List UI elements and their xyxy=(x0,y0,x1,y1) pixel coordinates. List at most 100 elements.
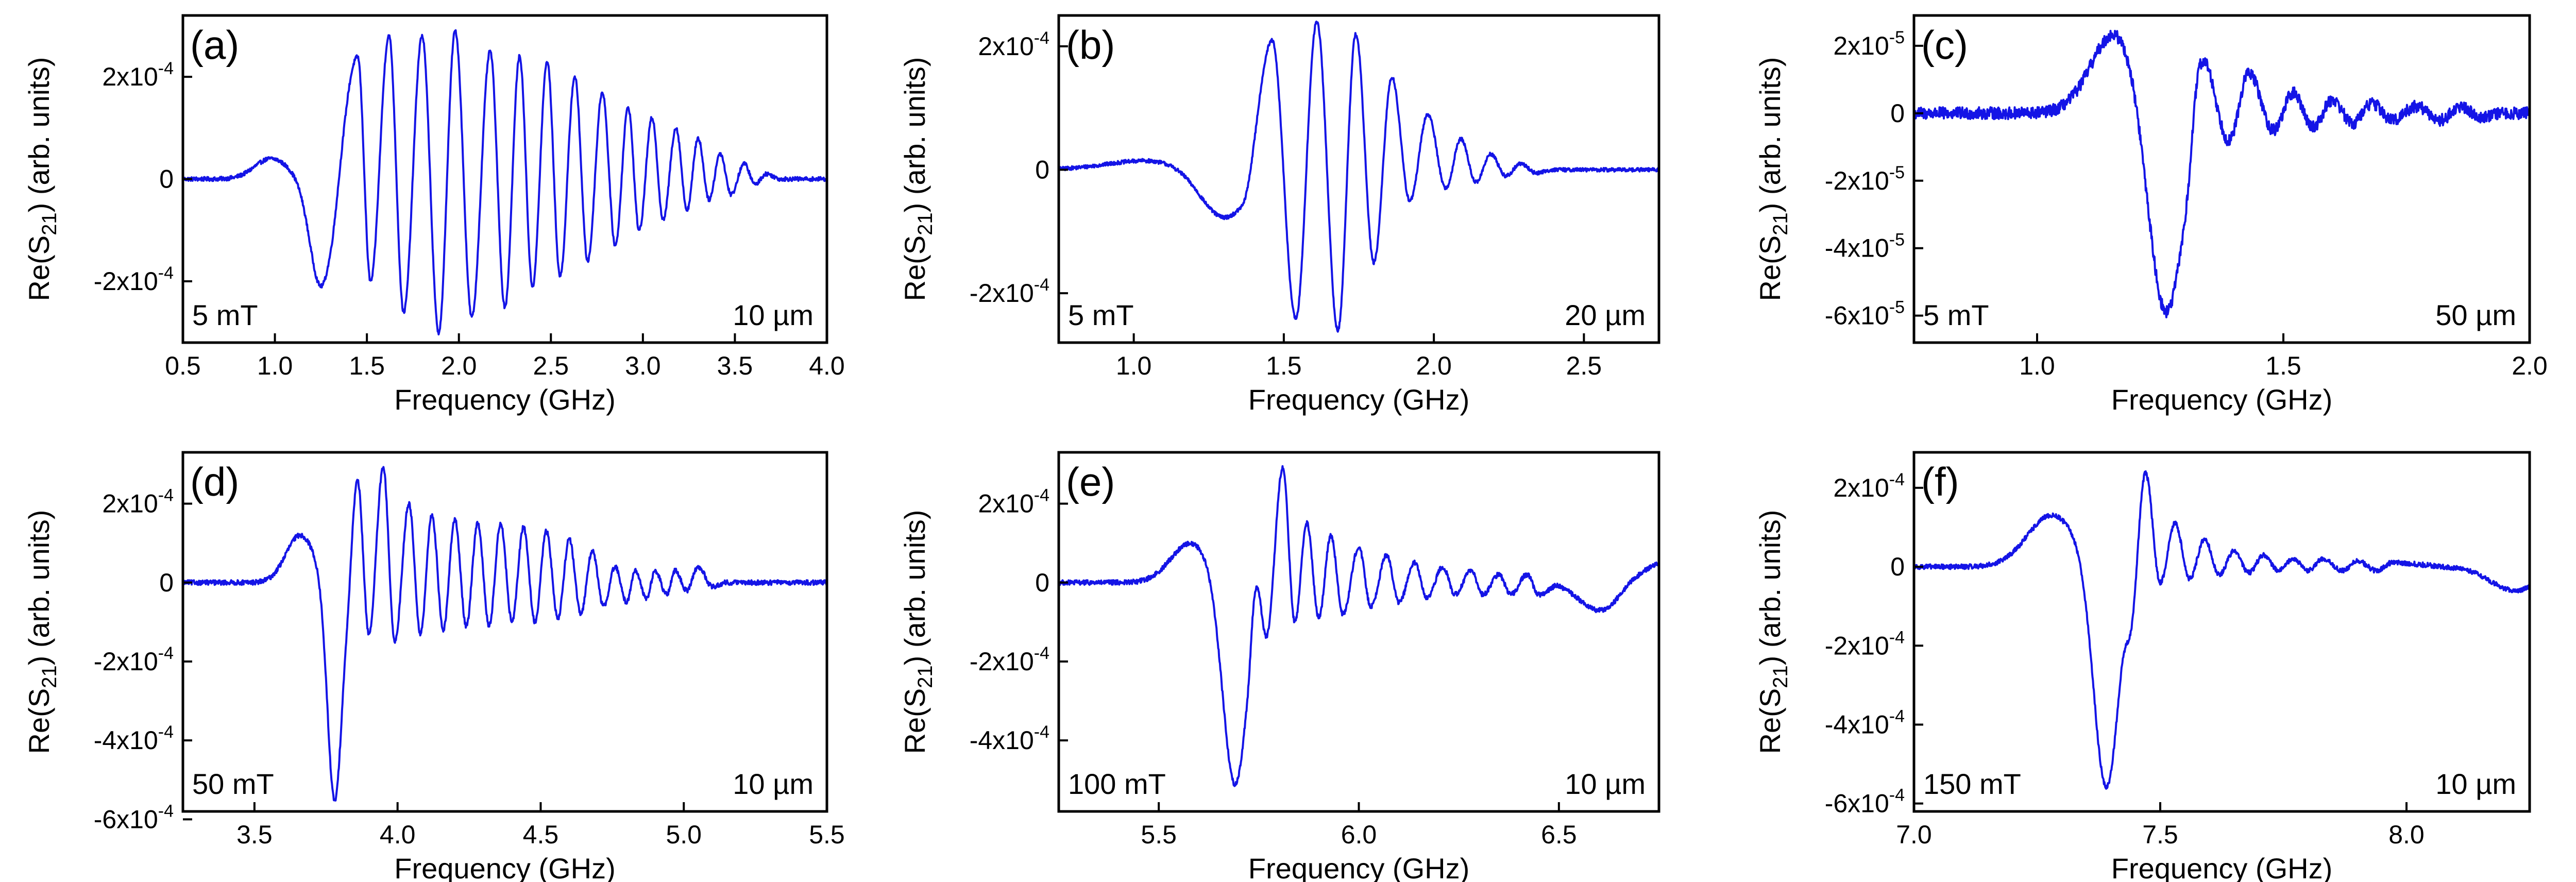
y-tick-label: -4x10-4 xyxy=(1825,706,1905,739)
x-tick-label: 2.5 xyxy=(533,351,569,380)
y-tick-label: 2x10-4 xyxy=(102,486,174,518)
y-axis-label: Re(S21) (arb. units) xyxy=(1754,510,1792,754)
plot-frame xyxy=(1912,14,2531,344)
x-tick-label: 6.5 xyxy=(1541,820,1577,849)
x-tick-label: 2.0 xyxy=(441,351,477,380)
y-tick-label: 0 xyxy=(1890,99,1905,128)
y-axis-label: Re(S21) (arb. units) xyxy=(23,510,61,754)
field-label: 5 mT xyxy=(192,299,258,331)
field-label: 100 mT xyxy=(1068,768,1166,800)
plot-frame xyxy=(1057,451,1660,813)
plot-frame xyxy=(1057,14,1660,344)
y-tick-label: 2x10-4 xyxy=(102,59,174,91)
y-tick-label: -2x10-4 xyxy=(1825,627,1905,660)
y-tick-label: 0 xyxy=(159,165,174,194)
series-line xyxy=(1059,21,1659,333)
y-tick-label: -4x10-4 xyxy=(970,722,1049,755)
x-tick-label: 2.0 xyxy=(1416,351,1452,380)
width-label: 10 µm xyxy=(733,299,814,331)
x-tick-label: 1.0 xyxy=(1116,351,1152,380)
x-axis-label: Frequency (GHz) xyxy=(2111,383,2332,416)
y-tick-label: -4x10-5 xyxy=(1825,230,1905,263)
x-tick-label: 5.0 xyxy=(666,820,702,849)
x-tick-label: 7.0 xyxy=(1896,820,1932,849)
panel-label: (a) xyxy=(190,22,239,67)
y-axis-label: Re(S21) (arb. units) xyxy=(1754,57,1792,301)
x-tick-label: 4.0 xyxy=(380,820,416,849)
y-tick-label: 2x10-4 xyxy=(978,486,1049,518)
x-tick-label: 2.0 xyxy=(2512,351,2548,380)
x-tick-label: 8.0 xyxy=(2388,820,2425,849)
series-line xyxy=(1914,470,2530,790)
x-tick-label: 3.0 xyxy=(625,351,661,380)
chart-panel-5: 5.5 6.0 6.5 -4x10-4 -2x10-4 0 2x10-4 Frequency … xyxy=(899,451,1660,882)
x-axis-label: Frequency (GHz) xyxy=(1248,852,1469,882)
x-tick-label: 1.5 xyxy=(1266,351,1302,380)
x-tick-label: 7.5 xyxy=(2142,820,2178,849)
y-tick-label: 2x10-4 xyxy=(978,28,1049,61)
field-label: 50 mT xyxy=(192,768,274,800)
y-tick-label: -6x10-5 xyxy=(1825,298,1905,330)
x-tick-label: 1.5 xyxy=(2265,351,2301,380)
chart-panel-3: 1.0 1.5 2.0 -6x10-5 -4x10-5 -2x10-5 0 2x10-5 Fre… xyxy=(1754,14,2548,416)
series-line xyxy=(183,29,827,336)
y-tick-label: -2x10-4 xyxy=(94,263,174,296)
panel-label: (c) xyxy=(1921,22,1968,67)
field-label: 5 mT xyxy=(1068,299,1134,331)
y-tick-label: 0 xyxy=(1035,156,1049,184)
y-axis-label: Re(S21) (arb. units) xyxy=(899,57,937,301)
x-tick-label: 1.0 xyxy=(257,351,293,380)
panel-label: (b) xyxy=(1066,22,1115,67)
series-line xyxy=(183,466,827,802)
x-tick-label: 3.5 xyxy=(236,820,273,849)
y-tick-label: -4x10-4 xyxy=(94,722,174,755)
chart-panel-4: 3.5 4.0 4.5 5.0 5.5 -6x10-4 -4x10-4 -2x10-4 0 2x1… xyxy=(23,451,845,882)
y-tick-label: -6x10-4 xyxy=(1825,786,1905,818)
panel-label: (f) xyxy=(1921,459,1959,504)
y-axis-label: Re(S21) (arb. units) xyxy=(899,510,937,754)
y-tick-label: -2x10-4 xyxy=(970,275,1049,308)
field-label: 5 mT xyxy=(1923,299,1989,331)
x-tick-label: 4.0 xyxy=(809,351,845,380)
x-tick-label: 4.5 xyxy=(523,820,559,849)
series-line xyxy=(1914,29,2530,318)
x-axis-label: Frequency (GHz) xyxy=(394,852,615,882)
x-tick-label: 6.0 xyxy=(1341,820,1377,849)
y-tick-label: 2x10-4 xyxy=(1833,470,1905,502)
x-axis-label: Frequency (GHz) xyxy=(394,383,615,416)
plot-frame xyxy=(1912,451,2531,813)
x-tick-label: 3.5 xyxy=(717,351,753,380)
panel-label: (e) xyxy=(1066,459,1115,504)
width-label: 20 µm xyxy=(1565,299,1646,331)
y-tick-label: -2x10-4 xyxy=(94,643,174,676)
y-tick-label: 0 xyxy=(1890,552,1905,581)
width-label: 10 µm xyxy=(733,768,814,800)
x-tick-label: 2.5 xyxy=(1566,351,1602,380)
chart-panel-2: 1.0 1.5 2.0 2.5 -2x10-4 0 2x10-4 Frequency (GHz… xyxy=(899,14,1660,416)
plot-frame xyxy=(181,451,828,813)
width-label: 50 µm xyxy=(2435,299,2516,331)
chart-panel-6: 7.0 7.5 8.0 -6x10-4 -4x10-4 -2x10-4 0 2x10-4 Fre… xyxy=(1754,451,2531,882)
x-tick-label: 1.5 xyxy=(349,351,385,380)
plot-frame xyxy=(181,14,828,344)
y-tick-label: -2x10-4 xyxy=(970,643,1049,676)
y-axis-label: Re(S21) (arb. units) xyxy=(23,57,61,301)
series-line xyxy=(1059,465,1659,787)
y-tick-label: 0 xyxy=(159,568,174,597)
x-tick-label: 5.5 xyxy=(1141,820,1177,849)
y-tick-label: -2x10-5 xyxy=(1825,163,1905,195)
y-tick-label: -6x10-4 xyxy=(94,801,174,834)
y-tick-label: 0 xyxy=(1035,568,1049,597)
x-axis-label: Frequency (GHz) xyxy=(1248,383,1469,416)
chart-panel-1: 0.5 1.0 1.5 2.0 2.5 3.0 3.5 4.0 -2x10-4 0 2x10-4 Fr… xyxy=(23,14,845,416)
x-axis-label: Frequency (GHz) xyxy=(2111,852,2332,882)
width-label: 10 µm xyxy=(2435,768,2516,800)
y-tick-label: 2x10-5 xyxy=(1833,28,1905,60)
field-label: 150 mT xyxy=(1923,768,2021,800)
panel-label: (d) xyxy=(190,459,239,504)
x-tick-label: 1.0 xyxy=(2019,351,2055,380)
x-tick-label: 0.5 xyxy=(165,351,201,380)
width-label: 10 µm xyxy=(1565,768,1646,800)
